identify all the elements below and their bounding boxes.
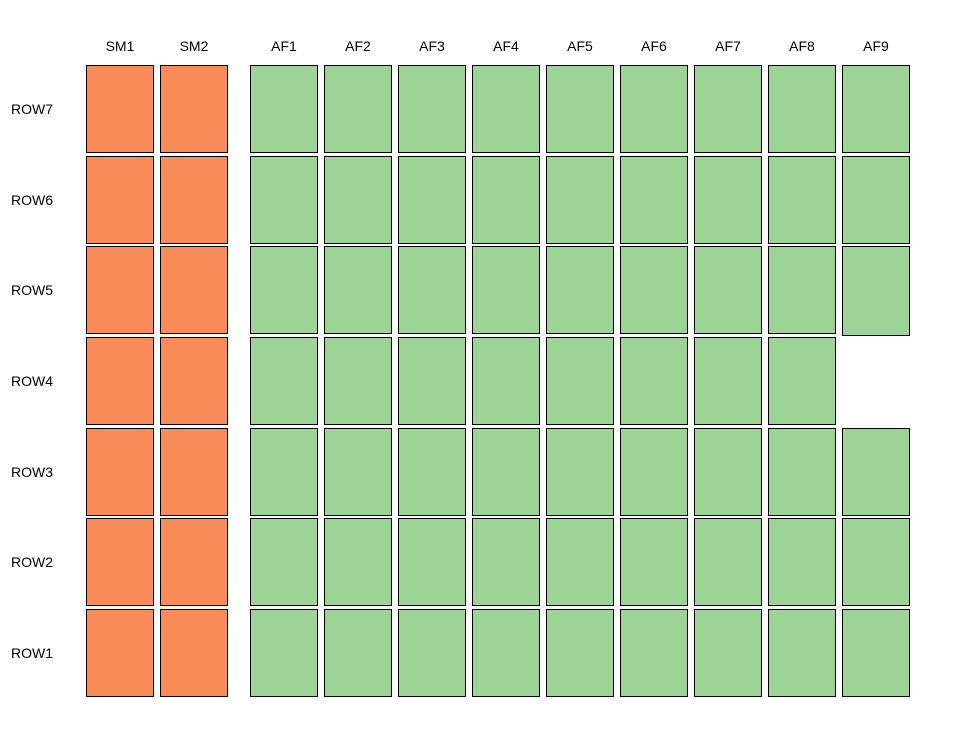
row-label-row1: ROW1 xyxy=(11,645,53,661)
matrix-cell-af2-row4 xyxy=(324,337,392,425)
matrix-cell-sm1-row6 xyxy=(86,156,154,244)
matrix-cell-af9-row2 xyxy=(842,518,910,606)
matrix-cell-sm1-row2 xyxy=(86,518,154,606)
matrix-cell-sm2-row1 xyxy=(160,609,228,697)
matrix-cell-af6-row3 xyxy=(620,428,688,516)
matrix-cell-af4-row5 xyxy=(472,246,540,334)
matrix-cell-af2-row5 xyxy=(324,246,392,334)
column-header-af6: AF6 xyxy=(641,38,667,54)
matrix-cell-af4-row2 xyxy=(472,518,540,606)
matrix-cell-af1-row4 xyxy=(250,337,318,425)
matrix-cell-af5-row6 xyxy=(546,156,614,244)
matrix-cell-af1-row2 xyxy=(250,518,318,606)
matrix-cell-af8-row4 xyxy=(768,337,836,425)
matrix-cell-af7-row6 xyxy=(694,156,762,244)
matrix-cell-sm2-row6 xyxy=(160,156,228,244)
matrix-cell-af2-row2 xyxy=(324,518,392,606)
matrix-cell-af1-row6 xyxy=(250,156,318,244)
matrix-cell-sm1-row4 xyxy=(86,337,154,425)
matrix-cell-af4-row1 xyxy=(472,609,540,697)
matrix-cell-af6-row4 xyxy=(620,337,688,425)
matrix-cell-af5-row2 xyxy=(546,518,614,606)
matrix-cell-af7-row1 xyxy=(694,609,762,697)
matrix-cell-sm1-row7 xyxy=(86,65,154,153)
matrix-cell-af3-row5 xyxy=(398,246,466,334)
matrix-cell-af6-row6 xyxy=(620,156,688,244)
matrix-cell-af4-row4 xyxy=(472,337,540,425)
column-header-af9: AF9 xyxy=(863,38,889,54)
matrix-cell-sm2-row7 xyxy=(160,65,228,153)
matrix-cell-af8-row7 xyxy=(768,65,836,153)
matrix-cell-sm2-row4 xyxy=(160,337,228,425)
matrix-cell-af8-row6 xyxy=(768,156,836,244)
matrix-cell-af3-row2 xyxy=(398,518,466,606)
matrix-cell-af6-row1 xyxy=(620,609,688,697)
matrix-cell-af6-row7 xyxy=(620,65,688,153)
matrix-cell-sm1-row3 xyxy=(86,428,154,516)
matrix-cell-af7-row3 xyxy=(694,428,762,516)
matrix-cell-af5-row3 xyxy=(546,428,614,516)
matrix-cell-af9-row3 xyxy=(842,428,910,516)
matrix-cell-af9-row1 xyxy=(842,609,910,697)
row-label-row5: ROW5 xyxy=(11,282,53,298)
row-label-row2: ROW2 xyxy=(11,554,53,570)
matrix-cell-af7-row5 xyxy=(694,246,762,334)
row-label-row3: ROW3 xyxy=(11,464,53,480)
matrix-cell-af6-row5 xyxy=(620,246,688,334)
matrix-cell-af1-row3 xyxy=(250,428,318,516)
matrix-cell-af1-row1 xyxy=(250,609,318,697)
matrix-cell-af4-row3 xyxy=(472,428,540,516)
matrix-cell-sm2-row2 xyxy=(160,518,228,606)
matrix-cell-af4-row7 xyxy=(472,65,540,153)
matrix-cell-af2-row6 xyxy=(324,156,392,244)
matrix-cell-af8-row3 xyxy=(768,428,836,516)
matrix-cell-af5-row7 xyxy=(546,65,614,153)
matrix-cell-af1-row7 xyxy=(250,65,318,153)
column-header-af3: AF3 xyxy=(419,38,445,54)
matrix-cell-af3-row1 xyxy=(398,609,466,697)
matrix-cell-af7-row2 xyxy=(694,518,762,606)
column-header-sm2: SM2 xyxy=(179,38,209,54)
column-header-af8: AF8 xyxy=(789,38,815,54)
matrix-cell-af2-row1 xyxy=(324,609,392,697)
matrix-cell-af1-row5 xyxy=(250,246,318,334)
matrix-cell-af8-row5 xyxy=(768,246,836,334)
column-header-af1: AF1 xyxy=(271,38,297,54)
matrix-cell-af2-row7 xyxy=(324,65,392,153)
matrix-cell-sm2-row3 xyxy=(160,428,228,516)
matrix-cell-af8-row1 xyxy=(768,609,836,697)
matrix-cell-af3-row4 xyxy=(398,337,466,425)
matrix-cell-af3-row6 xyxy=(398,156,466,244)
matrix-cell-af3-row3 xyxy=(398,428,466,516)
matrix-cell-af5-row5 xyxy=(546,246,614,334)
column-header-af4: AF4 xyxy=(493,38,519,54)
matrix-cell-af5-row4 xyxy=(546,337,614,425)
matrix-cell-af7-row7 xyxy=(694,65,762,153)
matrix-cell-af2-row3 xyxy=(324,428,392,516)
matrix-cell-af9-row5 xyxy=(842,246,910,336)
matrix-cell-af5-row1 xyxy=(546,609,614,697)
column-header-af5: AF5 xyxy=(567,38,593,54)
matrix-cell-af3-row7 xyxy=(398,65,466,153)
matrix-cell-sm2-row5 xyxy=(160,246,228,334)
matrix-cell-sm1-row5 xyxy=(86,246,154,334)
row-label-row4: ROW4 xyxy=(11,373,53,389)
row-label-row7: ROW7 xyxy=(11,101,53,117)
column-header-sm1: SM1 xyxy=(105,38,135,54)
matrix-cell-af7-row4 xyxy=(694,337,762,425)
matrix-cell-af6-row2 xyxy=(620,518,688,606)
matrix-cell-sm1-row1 xyxy=(86,609,154,697)
column-header-af2: AF2 xyxy=(345,38,371,54)
matrix-cell-af9-row7 xyxy=(842,65,910,153)
column-header-af7: AF7 xyxy=(715,38,741,54)
matrix-cell-af4-row6 xyxy=(472,156,540,244)
matrix-cell-af8-row2 xyxy=(768,518,836,606)
row-label-row6: ROW6 xyxy=(11,192,53,208)
matrix-cell-af9-row6 xyxy=(842,156,910,244)
